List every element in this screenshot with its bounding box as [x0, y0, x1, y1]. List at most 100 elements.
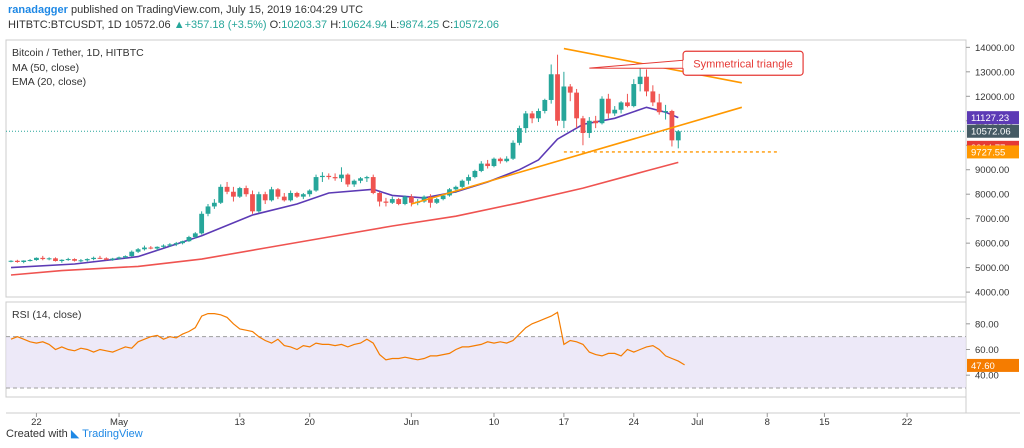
candle-body [211, 202, 217, 207]
candle-body [319, 175, 325, 178]
candle-body [548, 74, 554, 100]
legend-ema: EMA (20, close) [12, 76, 87, 88]
triangle-up-icon: ▲ [173, 19, 185, 31]
candle-body [97, 257, 103, 259]
candle-body [383, 201, 389, 203]
y-tick-label: 4000.00 [975, 288, 1009, 299]
candle-body [656, 102, 662, 113]
price-label: 10572.06 [971, 127, 1011, 138]
x-tick-label: 22 [902, 417, 913, 428]
candle-body [116, 257, 122, 259]
y-tick-label: 7000.00 [975, 214, 1009, 225]
candle-body [396, 199, 402, 204]
x-tick-label: Jun [404, 417, 419, 428]
candle-body [428, 196, 433, 203]
candle-body [78, 260, 84, 262]
candle-body [580, 118, 586, 134]
price-label: 9727.55 [971, 147, 1005, 158]
candle-body [281, 196, 287, 201]
candle-body [567, 86, 573, 93]
candle-body [675, 131, 681, 141]
candle-body [618, 102, 624, 110]
rsi-last-label: 47.60 [971, 361, 995, 372]
footer-brand[interactable]: TradingView [82, 428, 143, 440]
candle-body [389, 199, 395, 203]
candle-body [59, 259, 65, 262]
candle-body [612, 109, 618, 114]
open-label: O: [269, 19, 282, 31]
candle-body [504, 158, 510, 162]
candle-body [192, 233, 198, 238]
candle-body [294, 192, 300, 197]
y-tick-label: 6000.00 [975, 239, 1009, 250]
price-legend: Bitcoin / Tether, 1D, HITBTC MA (50, clo… [12, 46, 144, 90]
candle-body [440, 195, 446, 200]
candle-body [250, 194, 255, 212]
candle-body [434, 199, 440, 203]
candle-body [491, 158, 497, 167]
candle-body [313, 177, 319, 191]
candle-body [370, 177, 376, 193]
x-tick-label: 20 [304, 417, 315, 428]
candle-body [453, 186, 459, 190]
candle-body [205, 206, 211, 214]
candle-body [122, 256, 128, 258]
high-value: 10624.94 [341, 19, 388, 31]
candle-body [332, 177, 338, 179]
candle-body [199, 213, 205, 234]
candle-body [231, 191, 236, 197]
price-label-box [967, 111, 1019, 125]
candle-body [459, 180, 465, 187]
price-label: 11127.23 [971, 113, 1009, 124]
y-tick-label: 8000.00 [975, 190, 1009, 201]
candle-body [167, 244, 173, 246]
candle-body [339, 174, 344, 179]
candle-body [364, 177, 370, 179]
candle-body [663, 110, 668, 113]
candle-body [345, 174, 351, 185]
rsi-legend: RSI (14, close) [12, 309, 82, 321]
candle-body [243, 188, 249, 195]
candle-body [497, 158, 503, 162]
author-link[interactable]: ranadagger [8, 4, 68, 16]
low-label: L: [390, 19, 400, 31]
candle-body [637, 76, 643, 85]
candle-body [14, 260, 20, 262]
candle-body [523, 113, 529, 129]
candle-body [53, 258, 58, 262]
x-tick-label: 24 [629, 417, 640, 428]
candle-body [91, 257, 97, 260]
candle-body [561, 86, 567, 121]
candle-body [46, 258, 52, 260]
candle-body [650, 91, 656, 103]
candle-body [103, 258, 109, 260]
candle-body [625, 102, 630, 107]
candle-body [536, 110, 541, 119]
price-label-box [967, 124, 1019, 138]
y-tick-label: 13000.00 [975, 67, 1015, 78]
candle-body [485, 163, 491, 167]
trendline-lower [411, 106, 743, 205]
footer-prefix: Created with [6, 428, 68, 440]
y-tick-label: 14000.00 [975, 43, 1015, 54]
candle-body [129, 251, 135, 257]
candle-body [542, 99, 548, 111]
candle-body [218, 186, 224, 203]
candle-body [21, 260, 27, 262]
candle-body [40, 257, 46, 260]
symbol-label: HITBTC:BTCUSDT, 1D [8, 19, 122, 31]
publish-text: published on TradingView.com, July 15, 2… [70, 4, 364, 16]
low-value: 9874.25 [399, 19, 440, 31]
rsi-tick-label: 80.00 [975, 319, 999, 330]
candle-body [466, 177, 471, 181]
candle-body [510, 142, 516, 159]
last-price: 10572.06 [124, 19, 171, 31]
candle-body [358, 178, 363, 181]
x-tick-label: 13 [234, 417, 245, 428]
x-tick-label: May [110, 417, 128, 428]
publish-info: ranadagger published on TradingView.com,… [8, 4, 363, 16]
price-label-box [967, 145, 1019, 159]
y-tick-label: 12000.00 [975, 92, 1015, 103]
candle-body [307, 190, 313, 195]
